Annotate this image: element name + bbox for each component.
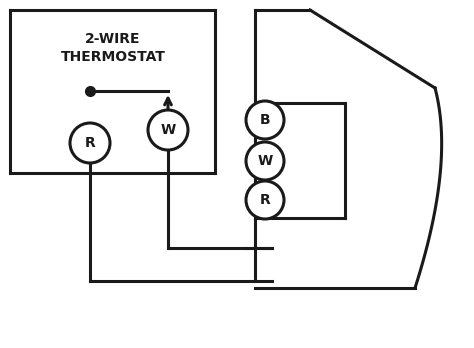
Text: R: R xyxy=(260,193,270,207)
Text: 2-WIRE
THERMOSTAT: 2-WIRE THERMOSTAT xyxy=(61,32,165,64)
Text: R: R xyxy=(85,136,95,150)
Circle shape xyxy=(246,101,284,139)
Circle shape xyxy=(246,142,284,180)
Text: B: B xyxy=(260,113,270,127)
Text: W: W xyxy=(257,154,273,168)
Circle shape xyxy=(246,181,284,219)
Text: W: W xyxy=(160,123,176,137)
Circle shape xyxy=(148,110,188,150)
Circle shape xyxy=(70,123,110,163)
